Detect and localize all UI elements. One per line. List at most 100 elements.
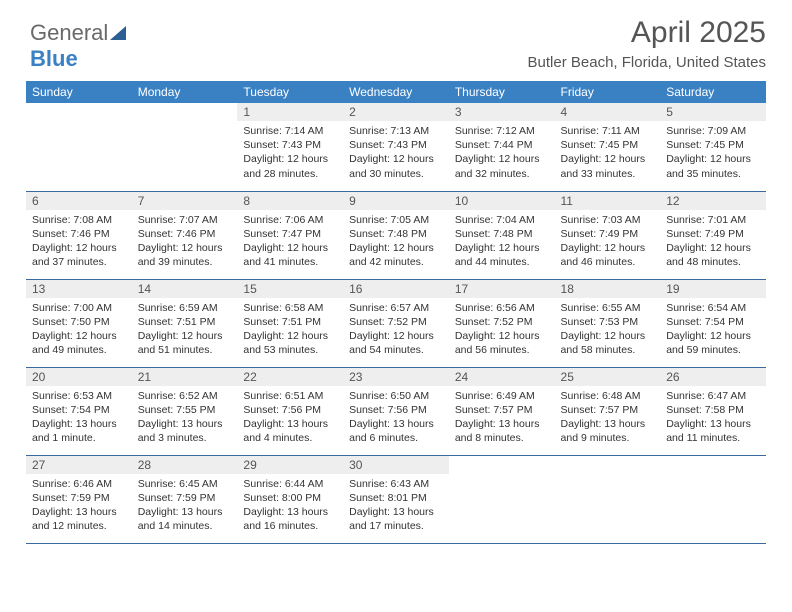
sunrise-line: Sunrise: 6:52 AM [138, 390, 218, 402]
calendar-cell: 5Sunrise: 7:09 AMSunset: 7:45 PMDaylight… [660, 103, 766, 191]
day-details: Sunrise: 6:58 AMSunset: 7:51 PMDaylight:… [237, 298, 343, 363]
sunset-line: Sunset: 7:54 PM [666, 316, 744, 328]
daylight-line: Daylight: 13 hours and 17 minutes. [349, 506, 434, 532]
calendar-cell: 17Sunrise: 6:56 AMSunset: 7:52 PMDayligh… [449, 279, 555, 367]
day-details: Sunrise: 6:57 AM Sunset: 7:52 PM Daylight:… [343, 298, 449, 363]
day-number: 14 [132, 280, 238, 298]
day-number: 2 [343, 103, 449, 121]
calendar-week-row: 1 Sunrise: 7:14 AM Sunset: 7:43 PM Daylight… [26, 103, 766, 191]
calendar-cell: 24Sunrise: 6:49 AMSunset: 7:57 PMDayligh… [449, 367, 555, 455]
sunset-line: Sunset: 7:59 PM [32, 492, 110, 504]
calendar-cell: 13 Sunrise: 7:00 AM Sunset: 7:50 PM Dayligh… [26, 279, 132, 367]
calendar-cell: 16 Sunrise: 6:57 AM Sunset: 7:52 PM Dayligh… [343, 279, 449, 367]
calendar-week-row: 13 Sunrise: 7:00 AM Sunset: 7:50 PM Dayligh… [26, 279, 766, 367]
day-number: 9 [343, 192, 449, 210]
calendar-cell [26, 103, 132, 191]
logo-text-2: Blue [30, 46, 78, 71]
day-details: Sunrise: 6:51 AMSunset: 7:56 PMDaylight:… [237, 386, 343, 451]
sunset-line: Sunset: 8:00 PM [243, 492, 321, 504]
day-number: 12 [660, 192, 766, 210]
day-details: Sunrise: 6:47 AMSunset: 7:58 PMDaylight:… [660, 386, 766, 451]
sunset-line: Sunset: 7:43 PM [349, 139, 427, 151]
calendar-cell: 14Sunrise: 6:59 AMSunset: 7:51 PMDayligh… [132, 279, 238, 367]
daylight-line: Daylight: 12 hours and 58 minutes. [561, 330, 646, 356]
day-details: Sunrise: 7:11 AMSunset: 7:45 PMDaylight:… [555, 121, 661, 186]
calendar-cell: 3 Sunrise: 7:12 AM Sunset: 7:44 PM Daylight… [449, 103, 555, 191]
day-number: 16 [343, 280, 449, 298]
sunrise-line: Sunrise: 7:11 AM [561, 125, 640, 137]
day-number: 4 [555, 103, 661, 121]
day-details: Sunrise: 7:09 AMSunset: 7:45 PMDaylight:… [660, 121, 766, 186]
sunrise-line: Sunrise: 7:09 AM [666, 125, 746, 137]
sunset-line: Sunset: 7:50 PM [32, 316, 110, 328]
calendar-cell: 30Sunrise: 6:43 AMSunset: 8:01 PMDayligh… [343, 455, 449, 543]
sunrise-line: Sunrise: 6:44 AM [243, 478, 323, 490]
day-details: Sunrise: 6:55 AMSunset: 7:53 PMDaylight:… [555, 298, 661, 363]
sunset-line: Sunset: 7:52 PM [349, 316, 427, 328]
sunset-line: Sunset: 7:47 PM [243, 228, 321, 240]
day-number: 8 [237, 192, 343, 210]
day-number: 27 [26, 456, 132, 474]
sunset-line: Sunset: 8:01 PM [349, 492, 427, 504]
sunrise-line: Sunrise: 6:49 AM [455, 390, 535, 402]
calendar-cell: 6Sunrise: 7:08 AMSunset: 7:46 PMDaylight… [26, 191, 132, 279]
calendar-cell: 20Sunrise: 6:53 AMSunset: 7:54 PMDayligh… [26, 367, 132, 455]
logo-sail-icon [110, 26, 128, 42]
calendar-cell: 27Sunrise: 6:46 AMSunset: 7:59 PMDayligh… [26, 455, 132, 543]
sunrise-line: Sunrise: 6:58 AM [243, 302, 323, 314]
sunrise-line: Sunrise: 6:51 AM [243, 390, 323, 402]
daylight-line: Daylight: 12 hours and 54 minutes. [349, 330, 434, 356]
calendar-cell [449, 455, 555, 543]
sunrise-line: Sunrise: 7:03 AM [561, 214, 641, 226]
sunset-line: Sunset: 7:49 PM [666, 228, 744, 240]
daylight-line: Daylight: 12 hours and 37 minutes. [32, 242, 117, 268]
day-number: 13 [26, 280, 132, 298]
calendar-cell: 12Sunrise: 7:01 AMSunset: 7:49 PMDayligh… [660, 191, 766, 279]
sunrise-line: Sunrise: 6:57 AM [349, 302, 429, 314]
sunset-line: Sunset: 7:51 PM [138, 316, 216, 328]
day-details: Sunrise: 7:08 AMSunset: 7:46 PMDaylight:… [26, 210, 132, 275]
day-details: Sunrise: 6:56 AMSunset: 7:52 PMDaylight:… [449, 298, 555, 363]
calendar-week-row: 6Sunrise: 7:08 AMSunset: 7:46 PMDaylight… [26, 191, 766, 279]
calendar-cell [555, 455, 661, 543]
daylight-line: Daylight: 13 hours and 1 minute. [32, 418, 117, 444]
calendar-cell: 15Sunrise: 6:58 AMSunset: 7:51 PMDayligh… [237, 279, 343, 367]
dow-tuesday: Tuesday [237, 81, 343, 103]
daylight-line: Daylight: 12 hours and 44 minutes. [455, 242, 540, 268]
dow-monday: Monday [132, 81, 238, 103]
dow-wednesday: Wednesday [343, 81, 449, 103]
sunrise-line: Sunrise: 7:05 AM [349, 214, 429, 226]
daylight-line: Daylight: 12 hours and 28 minutes. [243, 153, 328, 179]
daylight-line: Daylight: 12 hours and 49 minutes. [32, 330, 117, 356]
sunset-line: Sunset: 7:55 PM [138, 404, 216, 416]
calendar-cell: 11Sunrise: 7:03 AMSunset: 7:49 PMDayligh… [555, 191, 661, 279]
sunrise-line: Sunrise: 7:00 AM [32, 302, 112, 314]
day-number: 1 [237, 103, 343, 121]
dow-header-row: Sunday Monday Tuesday Wednesday Thursday… [26, 81, 766, 103]
calendar-cell: 1Sunrise: 7:14 AMSunset: 7:43 PMDaylight… [237, 103, 343, 191]
daylight-line: Daylight: 12 hours and 35 minutes. [666, 153, 751, 179]
day-details: Sunrise: 7:04 AMSunset: 7:48 PMDaylight:… [449, 210, 555, 275]
daylight-line: Daylight: 12 hours and 32 minutes. [455, 153, 540, 179]
day-number: 26 [660, 368, 766, 386]
day-details: Sunrise: 6:59 AMSunset: 7:51 PMDaylight:… [132, 298, 238, 363]
sunrise-line: Sunrise: 7:12 AM [455, 125, 535, 137]
dow-friday: Friday [555, 81, 661, 103]
logo: General Blue [30, 20, 128, 72]
sunrise-line: Sunrise: 7:13 AM [349, 125, 429, 137]
sunset-line: Sunset: 7:57 PM [455, 404, 533, 416]
calendar-cell: 26Sunrise: 6:47 AMSunset: 7:58 PMDayligh… [660, 367, 766, 455]
day-number: 3 [449, 103, 555, 121]
daylight-line: Daylight: 12 hours and 39 minutes. [138, 242, 223, 268]
sunset-line: Sunset: 7:44 PM [455, 139, 533, 151]
sunrise-line: Sunrise: 7:04 AM [455, 214, 535, 226]
sunset-line: Sunset: 7:56 PM [349, 404, 427, 416]
daylight-line: Daylight: 12 hours and 59 minutes. [666, 330, 751, 356]
sunset-line: Sunset: 7:53 PM [561, 316, 639, 328]
sunrise-line: Sunrise: 7:14 AM [243, 125, 323, 137]
daylight-line: Daylight: 13 hours and 4 minutes. [243, 418, 328, 444]
sunrise-line: Sunrise: 6:46 AM [32, 478, 112, 490]
sunrise-line: Sunrise: 6:47 AM [666, 390, 746, 402]
day-details: Sunrise: 7:07 AMSunset: 7:46 PMDaylight:… [132, 210, 238, 275]
sunrise-line: Sunrise: 6:54 AM [666, 302, 746, 314]
